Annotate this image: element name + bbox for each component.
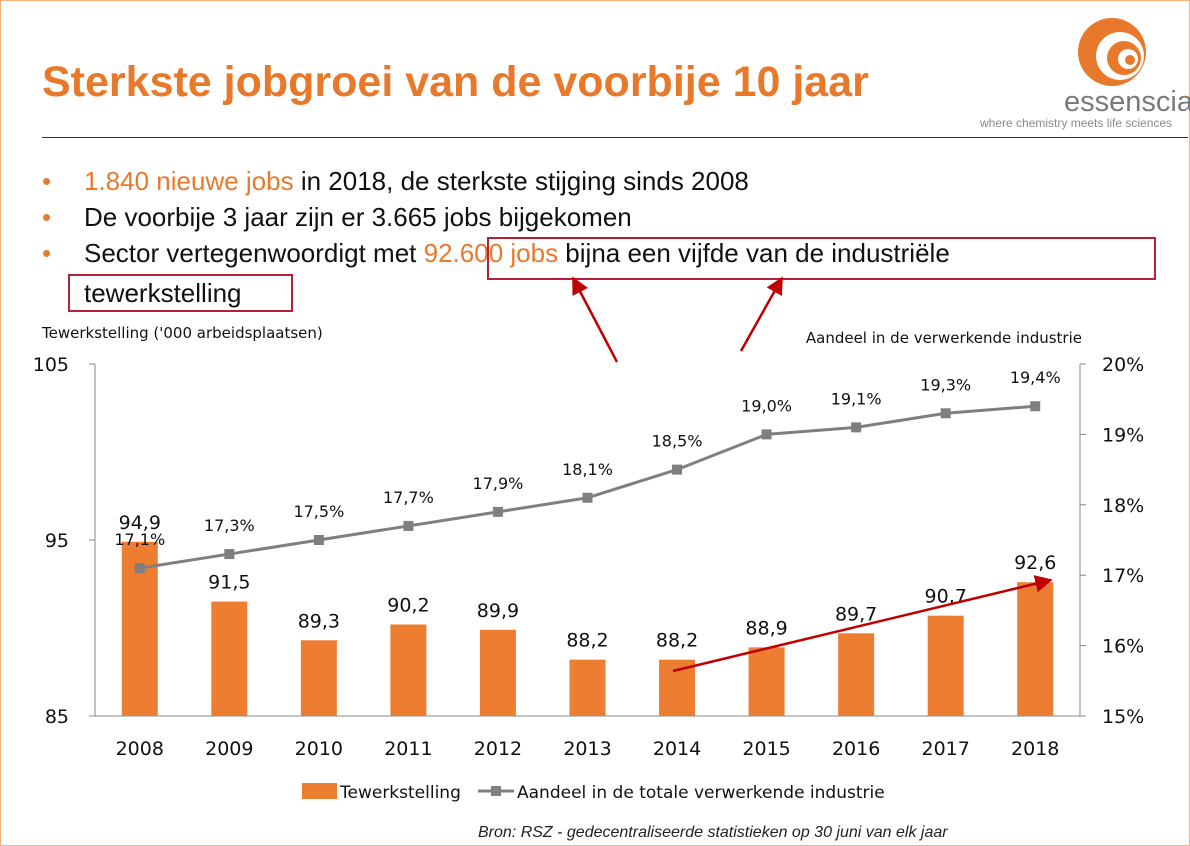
bullet-dot-icon: • [42, 238, 52, 268]
line-data-label: 17,5% [293, 502, 344, 521]
y2-tick-label: 18% [1102, 495, 1144, 517]
line-data-label: 18,5% [652, 432, 703, 451]
bullet-1-highlight: 1.840 nieuwe jobs [84, 166, 294, 196]
page-title: Sterkste jobgroei van de voorbije 10 jaa… [42, 58, 869, 106]
bullet-item-2: • De voorbije 3 jaar zijn er 3.665 jobs b… [42, 199, 950, 235]
line-data-label: 17,7% [383, 488, 434, 507]
y-tick-label: 95 [45, 530, 69, 552]
source-note: Bron: RSZ - gedecentraliseerde statistie… [478, 824, 948, 841]
line-marker [940, 408, 951, 419]
bullet-3-continuation: tewerkstelling [84, 278, 242, 308]
line-marker [313, 535, 324, 545]
x-tick-label: 2012 [474, 738, 522, 760]
bar-data-label: 89,7 [835, 603, 877, 625]
bullet-list: • 1.840 nieuwe jobs in 2018, de sterkste … [42, 163, 950, 271]
bar-tewerkstelling [479, 629, 516, 716]
bullet-2-text: De voorbije 3 jaar zijn er 3.665 jobs bi… [84, 202, 632, 232]
line-data-label: 17,1% [114, 530, 165, 549]
x-tick-label: 2015 [742, 738, 790, 760]
title-divider [42, 137, 1188, 138]
y-axis-title: Tewerkstelling ('000 arbeidsplaatsen) [41, 324, 323, 342]
line-marker [1030, 401, 1041, 412]
x-tick-label: 2008 [116, 738, 164, 760]
x-tick-label: 2010 [295, 738, 343, 760]
x-tick-label: 2011 [384, 738, 432, 760]
bar-tewerkstelling [748, 647, 785, 716]
bar-data-label: 88,2 [566, 630, 608, 652]
highlight-box-tewerkstelling [68, 274, 293, 312]
line-marker [134, 563, 145, 574]
line-data-label: 19,1% [831, 389, 882, 408]
arrow-up-left [571, 276, 619, 363]
bar-tewerkstelling [927, 615, 964, 716]
x-tick-label: 2016 [832, 738, 880, 760]
y2-axis-title: Aandeel in de verwerkende industrie [806, 329, 1082, 347]
bullet-dot-icon: • [42, 202, 52, 232]
y2-tick-label: 20% [1102, 354, 1144, 376]
legend-swatch-bar [302, 783, 337, 799]
bar-data-label: 94,9 [119, 512, 161, 534]
bullet-3-pre: Sector vertegenwoordigt met [84, 238, 424, 268]
x-tick-label: 2009 [205, 738, 253, 760]
bar-tewerkstelling [569, 659, 606, 716]
bar-data-label: 89,9 [477, 600, 519, 622]
y2-tick-label: 15% [1102, 706, 1144, 728]
y-tick-label: 85 [45, 706, 69, 728]
bar-tewerkstelling [390, 624, 427, 716]
legend-label-line: Aandeel in de totale verwerkende industr… [517, 783, 885, 803]
bar-data-label: 88,2 [656, 630, 698, 652]
logo-name: essenscia [1064, 86, 1190, 118]
bar-data-label: 88,9 [745, 617, 787, 639]
legend-swatch-marker [491, 786, 501, 796]
line-data-label: 19,3% [920, 375, 971, 394]
line-data-label: 18,1% [562, 460, 613, 479]
x-tick-label: 2017 [922, 738, 970, 760]
y2-tick-label: 16% [1102, 636, 1144, 658]
line-marker [761, 429, 772, 440]
bullet-item-3: • Sector vertegenwoordigt met 92.600 jobs… [42, 235, 950, 271]
bar-data-label: 90,2 [387, 594, 429, 616]
line-marker [492, 506, 503, 517]
bar-tewerkstelling [211, 601, 248, 716]
line-data-label: 19,0% [741, 396, 792, 415]
y-tick-label: 105 [33, 354, 69, 376]
bullet-3-post: bijna een vijfde van de industriële [558, 238, 950, 268]
bar-tewerkstelling [838, 633, 875, 716]
bar-data-label: 89,3 [298, 610, 340, 632]
bullet-1-text: in 2018, de sterkste stijging sinds 2008 [293, 166, 749, 196]
y2-tick-label: 17% [1102, 565, 1144, 587]
line-aandeel [139, 404, 1036, 570]
highlight-box-jobs [487, 237, 1156, 280]
line-marker [672, 464, 683, 475]
y2-tick-label: 19% [1102, 424, 1144, 446]
bar-tewerkstelling [300, 640, 337, 716]
bullet-dot-icon: • [42, 166, 52, 196]
line-data-label: 17,9% [473, 474, 524, 493]
x-tick-label: 2018 [1011, 738, 1059, 760]
x-tick-label: 2013 [563, 738, 611, 760]
bar-data-label: 92,6 [1014, 552, 1056, 574]
bar-tewerkstelling [1017, 582, 1054, 716]
line-data-label: 19,4% [1010, 368, 1061, 387]
essenscia-logo-icon [1078, 18, 1146, 86]
line-marker [851, 422, 862, 433]
bullet-item-1: • 1.840 nieuwe jobs in 2018, de sterkste … [42, 163, 950, 199]
line-marker [224, 549, 235, 560]
annotation-arrows [571, 276, 1053, 673]
arrow-trend [672, 575, 1053, 673]
x-tick-label: 2014 [653, 738, 701, 760]
arrow-up-right [739, 276, 784, 352]
legend-label-bar: Tewerkstelling [339, 783, 461, 803]
bar-data-label: 91,5 [208, 572, 250, 594]
bullet-3-highlight: 92.600 jobs [423, 238, 559, 268]
legend: Tewerkstelling Aandeel in de totale verw… [302, 783, 885, 803]
line-data-label: 17,3% [204, 516, 255, 535]
line-marker [403, 520, 414, 531]
logo-tagline: where chemistry meets life sciences [980, 116, 1173, 130]
line-marker [582, 492, 593, 503]
